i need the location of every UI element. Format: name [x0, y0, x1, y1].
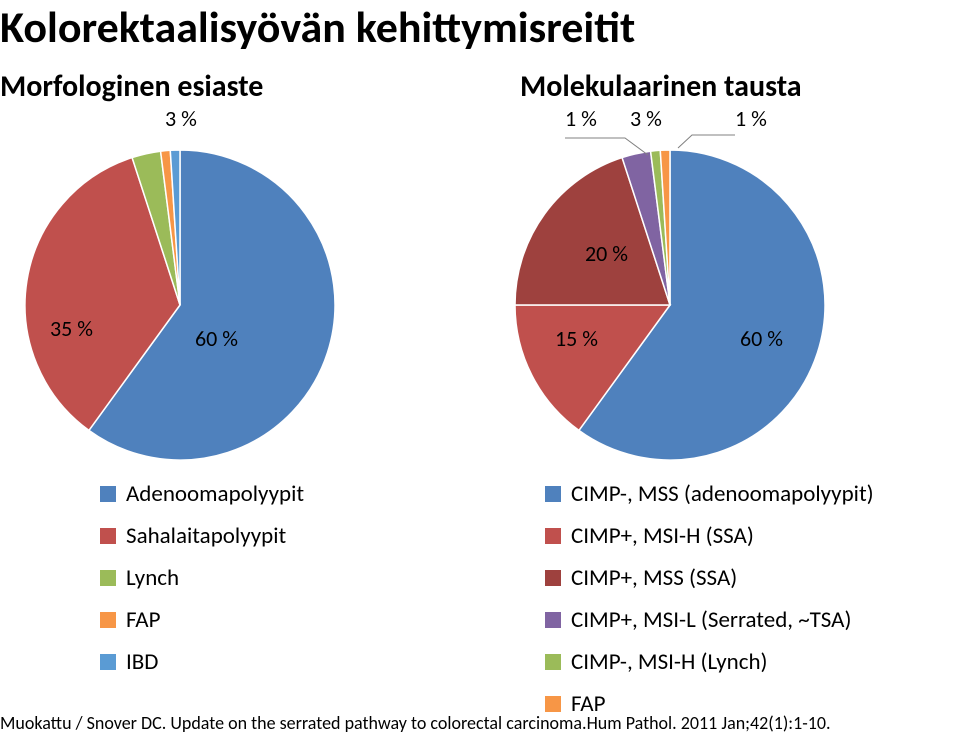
- legend-item: CIMP+, MSI-H (SSA): [545, 522, 874, 550]
- legend-item: Sahalaitapolyypit: [100, 522, 304, 550]
- legend-label: CIMP+, MSI-H (SSA): [571, 522, 754, 550]
- legend-label: FAP: [126, 606, 160, 634]
- page-title: Kolorektaalisyövän kehittymisreitit: [0, 0, 960, 54]
- subtitle-left: Morfologinen esiaste: [0, 68, 263, 105]
- legend-swatch: [100, 570, 116, 586]
- legend-item: Adenoomapolyypit: [100, 480, 304, 508]
- legend-swatch: [545, 570, 561, 586]
- legend-item: CIMP+, MSI-L (Serrated, ~TSA): [545, 606, 874, 634]
- legend-swatch: [545, 486, 561, 502]
- legend-item: CIMP-, MSI-H (Lynch): [545, 648, 874, 676]
- legend-item: Lynch: [100, 564, 304, 592]
- pie-chart-right: 60 %15 %20 %3 %1 %1 %: [500, 110, 840, 470]
- legend-swatch: [100, 486, 116, 502]
- legend-label: Lynch: [126, 564, 179, 592]
- legend-swatch: [100, 612, 116, 628]
- footer: Muokattu / Snover DC. Update on the serr…: [0, 712, 960, 734]
- legend-swatch: [545, 654, 561, 670]
- legend-swatch: [100, 654, 116, 670]
- legend-item: CIMP+, MSS (SSA): [545, 564, 874, 592]
- legend-swatch: [545, 528, 561, 544]
- legend-label: CIMP-, MSI-H (Lynch): [571, 648, 768, 676]
- pie-slice-label: 3 %: [165, 105, 197, 132]
- legend-label: CIMP-, MSS (adenoomapolyypit): [571, 480, 874, 508]
- legend-swatch: [100, 528, 116, 544]
- pie-slice-label: 35 %: [50, 315, 93, 342]
- legend-label: IBD: [126, 648, 158, 676]
- pie-slice-label: 15 %: [555, 325, 598, 352]
- legend-right: CIMP-, MSS (adenoomapolyypit) CIMP+, MSI-…: [545, 480, 874, 732]
- legend-label: Sahalaitapolyypit: [126, 522, 286, 550]
- legend-label: Adenoomapolyypit: [126, 480, 304, 508]
- legend-item: FAP: [100, 606, 304, 634]
- legend-item: CIMP-, MSS (adenoomapolyypit): [545, 480, 874, 508]
- pie-slice-label: 20 %: [585, 240, 628, 267]
- pie-slice-label: 1 %: [735, 105, 767, 132]
- pie-chart-left: 60 %35 %3 %: [10, 110, 350, 470]
- pie-slice-label: 1 %: [565, 105, 597, 132]
- legend-label: CIMP+, MSS (SSA): [571, 564, 737, 592]
- pie-slice-label: 3 %: [630, 105, 662, 132]
- leader-line: [678, 135, 735, 148]
- leader-line: [565, 138, 648, 155]
- legend-item: IBD: [100, 648, 304, 676]
- legend-swatch: [545, 612, 561, 628]
- pie-slice-label: 60 %: [740, 325, 783, 352]
- legend-left: Adenoomapolyypit Sahalaitapolyypit Lynch FA…: [100, 480, 304, 690]
- subtitle-right: Molekulaarinen tausta: [520, 68, 802, 105]
- legend-label: CIMP+, MSI-L (Serrated, ~TSA): [571, 606, 851, 634]
- legend-swatch: [545, 696, 561, 712]
- pie-slice-label: 60 %: [195, 325, 238, 352]
